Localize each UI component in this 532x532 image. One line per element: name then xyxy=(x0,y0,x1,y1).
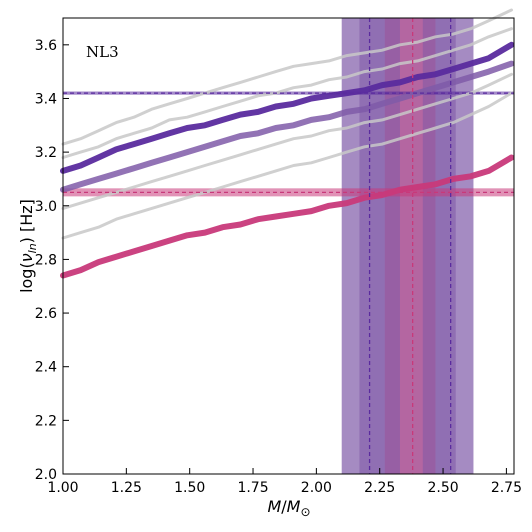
y-tick-label-6: 3.2 xyxy=(35,145,57,161)
x-axis-label: M/M⊙ xyxy=(267,497,310,519)
vertical-bands xyxy=(341,18,474,474)
x-tick-label-5: 2.25 xyxy=(364,480,395,496)
y-tick-label-5: 3.0 xyxy=(35,199,57,215)
x-tick-label-4: 2.00 xyxy=(301,480,332,496)
x-tick-label-0: 1.00 xyxy=(47,480,78,496)
plot-frame xyxy=(62,17,515,475)
y-tick-label-7: 3.4 xyxy=(35,91,57,107)
y-axis-label: log(νln) [Hz] xyxy=(17,199,39,293)
y-tick-label-3: 2.6 xyxy=(35,306,57,322)
x-axis-ticks: 1.00 1.25 1.50 1.75 2.00 2.25 2.50 2.75 xyxy=(47,468,522,496)
y-axis-title: log(νln) [Hz] xyxy=(17,199,39,293)
y-tick-label-1: 2.2 xyxy=(35,413,57,429)
vertical-dashed-lines xyxy=(368,18,452,474)
horizontal-dashed-lines xyxy=(63,92,514,193)
curve-upper-5 xyxy=(60,41,515,174)
x-tick-label-1: 1.25 xyxy=(111,480,142,496)
curve-lower-6 xyxy=(60,154,515,279)
curve-gray-2 xyxy=(61,72,513,210)
x-tick-label-3: 1.75 xyxy=(237,480,268,496)
curve-gray-0 xyxy=(61,8,513,146)
y-tick-label-4: 2.8 xyxy=(35,252,57,268)
x-tick-label-7: 2.75 xyxy=(491,480,522,496)
y-tick-label-2: 2.4 xyxy=(35,360,57,376)
model-label: NL3 xyxy=(86,43,119,61)
y-tick-label-0: 2.0 xyxy=(35,467,57,483)
x-tick-label-2: 1.50 xyxy=(174,480,205,496)
y-axis-ticks: 2.0 2.2 2.4 2.6 2.8 3.0 3.2 3.4 3.6 xyxy=(35,38,69,483)
curve-gray-3 xyxy=(61,91,513,240)
curve-middle-4 xyxy=(60,60,515,193)
y-tick-label-8: 3.6 xyxy=(35,38,57,54)
x-tick-label-6: 2.50 xyxy=(427,480,458,496)
x-axis-title: M/M⊙ xyxy=(267,497,310,519)
curve-gray-1 xyxy=(61,27,513,159)
curves xyxy=(60,8,515,279)
